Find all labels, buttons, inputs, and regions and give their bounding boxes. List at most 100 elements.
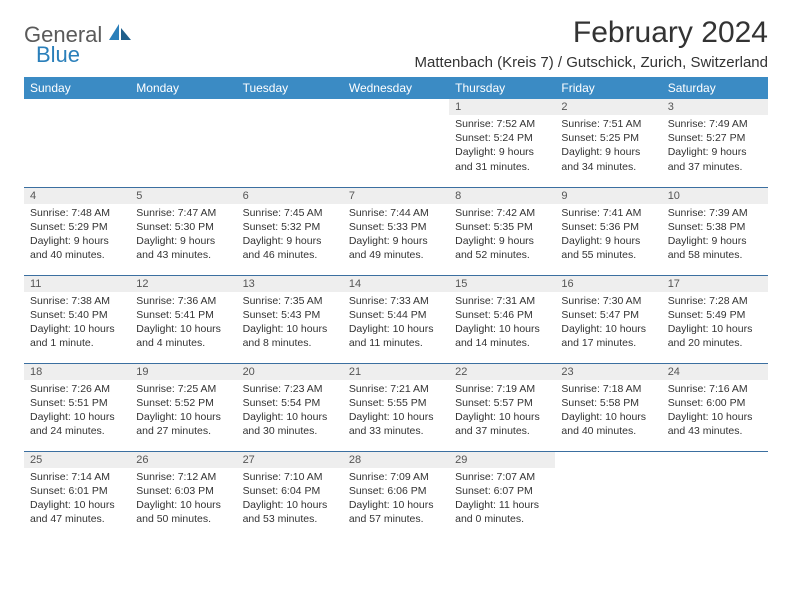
calendar-row: 25Sunrise: 7:14 AMSunset: 6:01 PMDayligh… xyxy=(24,451,768,539)
day-number: 29 xyxy=(449,452,555,468)
calendar-cell: 19Sunrise: 7:25 AMSunset: 5:52 PMDayligh… xyxy=(130,363,236,451)
calendar-cell: 2Sunrise: 7:51 AMSunset: 5:25 PMDaylight… xyxy=(555,99,661,187)
sunrise-text: Sunrise: 7:49 AM xyxy=(668,117,762,131)
sunset-text: Sunset: 5:30 PM xyxy=(136,220,230,234)
sunrise-text: Sunrise: 7:31 AM xyxy=(455,294,549,308)
daylight-text: Daylight: 10 hours and 11 minutes. xyxy=(349,322,443,350)
calendar-cell: 12Sunrise: 7:36 AMSunset: 5:41 PMDayligh… xyxy=(130,275,236,363)
day-number: 5 xyxy=(130,188,236,204)
calendar-cell xyxy=(555,451,661,539)
header: General Blue February 2024 Mattenbach (K… xyxy=(24,16,768,71)
sunrise-text: Sunrise: 7:07 AM xyxy=(455,470,549,484)
day-number xyxy=(24,99,130,103)
daylight-text: Daylight: 10 hours and 43 minutes. xyxy=(668,410,762,438)
calendar-cell: 18Sunrise: 7:26 AMSunset: 5:51 PMDayligh… xyxy=(24,363,130,451)
calendar-cell: 4Sunrise: 7:48 AMSunset: 5:29 PMDaylight… xyxy=(24,187,130,275)
calendar-body: 1Sunrise: 7:52 AMSunset: 5:24 PMDaylight… xyxy=(24,99,768,539)
day-content: Sunrise: 7:49 AMSunset: 5:27 PMDaylight:… xyxy=(662,115,768,178)
day-number: 1 xyxy=(449,99,555,115)
daylight-text: Daylight: 10 hours and 8 minutes. xyxy=(243,322,337,350)
sunset-text: Sunset: 5:25 PM xyxy=(561,131,655,145)
calendar-cell: 8Sunrise: 7:42 AMSunset: 5:35 PMDaylight… xyxy=(449,187,555,275)
day-number xyxy=(662,452,768,456)
day-content: Sunrise: 7:19 AMSunset: 5:57 PMDaylight:… xyxy=(449,380,555,443)
day-number: 3 xyxy=(662,99,768,115)
calendar-cell: 17Sunrise: 7:28 AMSunset: 5:49 PMDayligh… xyxy=(662,275,768,363)
calendar-cell: 21Sunrise: 7:21 AMSunset: 5:55 PMDayligh… xyxy=(343,363,449,451)
sunrise-text: Sunrise: 7:36 AM xyxy=(136,294,230,308)
sunset-text: Sunset: 5:46 PM xyxy=(455,308,549,322)
day-content: Sunrise: 7:52 AMSunset: 5:24 PMDaylight:… xyxy=(449,115,555,178)
day-content: Sunrise: 7:30 AMSunset: 5:47 PMDaylight:… xyxy=(555,292,661,355)
sunset-text: Sunset: 5:52 PM xyxy=(136,396,230,410)
day-number: 11 xyxy=(24,276,130,292)
calendar-cell: 23Sunrise: 7:18 AMSunset: 5:58 PMDayligh… xyxy=(555,363,661,451)
day-number: 25 xyxy=(24,452,130,468)
sunrise-text: Sunrise: 7:26 AM xyxy=(30,382,124,396)
calendar-cell xyxy=(24,99,130,187)
day-number: 16 xyxy=(555,276,661,292)
sunset-text: Sunset: 6:01 PM xyxy=(30,484,124,498)
sunset-text: Sunset: 5:33 PM xyxy=(349,220,443,234)
day-content: Sunrise: 7:33 AMSunset: 5:44 PMDaylight:… xyxy=(343,292,449,355)
daylight-text: Daylight: 10 hours and 53 minutes. xyxy=(243,498,337,526)
col-header: Monday xyxy=(130,77,236,99)
day-number xyxy=(237,99,343,103)
sunrise-text: Sunrise: 7:45 AM xyxy=(243,206,337,220)
day-content: Sunrise: 7:47 AMSunset: 5:30 PMDaylight:… xyxy=(130,204,236,267)
sunrise-text: Sunrise: 7:33 AM xyxy=(349,294,443,308)
daylight-text: Daylight: 10 hours and 40 minutes. xyxy=(561,410,655,438)
calendar-cell: 1Sunrise: 7:52 AMSunset: 5:24 PMDaylight… xyxy=(449,99,555,187)
day-content: Sunrise: 7:41 AMSunset: 5:36 PMDaylight:… xyxy=(555,204,661,267)
sunset-text: Sunset: 6:06 PM xyxy=(349,484,443,498)
sunset-text: Sunset: 5:57 PM xyxy=(455,396,549,410)
day-number: 24 xyxy=(662,364,768,380)
day-content: Sunrise: 7:25 AMSunset: 5:52 PMDaylight:… xyxy=(130,380,236,443)
day-number: 15 xyxy=(449,276,555,292)
sunset-text: Sunset: 5:35 PM xyxy=(455,220,549,234)
location-subtitle: Mattenbach (Kreis 7) / Gutschick, Zurich… xyxy=(415,54,768,71)
daylight-text: Daylight: 9 hours and 31 minutes. xyxy=(455,145,549,173)
day-number: 10 xyxy=(662,188,768,204)
calendar-table: Sunday Monday Tuesday Wednesday Thursday… xyxy=(24,77,768,539)
calendar-cell: 9Sunrise: 7:41 AMSunset: 5:36 PMDaylight… xyxy=(555,187,661,275)
daylight-text: Daylight: 9 hours and 55 minutes. xyxy=(561,234,655,262)
calendar-cell: 13Sunrise: 7:35 AMSunset: 5:43 PMDayligh… xyxy=(237,275,343,363)
day-number: 8 xyxy=(449,188,555,204)
daylight-text: Daylight: 10 hours and 27 minutes. xyxy=(136,410,230,438)
sunset-text: Sunset: 5:32 PM xyxy=(243,220,337,234)
brand-logo: General Blue xyxy=(24,22,133,68)
day-content: Sunrise: 7:42 AMSunset: 5:35 PMDaylight:… xyxy=(449,204,555,267)
day-number xyxy=(130,99,236,103)
sunset-text: Sunset: 5:54 PM xyxy=(243,396,337,410)
sunrise-text: Sunrise: 7:38 AM xyxy=(30,294,124,308)
sunset-text: Sunset: 5:51 PM xyxy=(30,396,124,410)
calendar-cell: 16Sunrise: 7:30 AMSunset: 5:47 PMDayligh… xyxy=(555,275,661,363)
day-content: Sunrise: 7:12 AMSunset: 6:03 PMDaylight:… xyxy=(130,468,236,531)
day-content: Sunrise: 7:51 AMSunset: 5:25 PMDaylight:… xyxy=(555,115,661,178)
daylight-text: Daylight: 9 hours and 46 minutes. xyxy=(243,234,337,262)
calendar-cell: 15Sunrise: 7:31 AMSunset: 5:46 PMDayligh… xyxy=(449,275,555,363)
daylight-text: Daylight: 10 hours and 47 minutes. xyxy=(30,498,124,526)
calendar-cell: 11Sunrise: 7:38 AMSunset: 5:40 PMDayligh… xyxy=(24,275,130,363)
sunrise-text: Sunrise: 7:19 AM xyxy=(455,382,549,396)
sunset-text: Sunset: 6:04 PM xyxy=(243,484,337,498)
calendar-cell: 6Sunrise: 7:45 AMSunset: 5:32 PMDaylight… xyxy=(237,187,343,275)
calendar-cell: 29Sunrise: 7:07 AMSunset: 6:07 PMDayligh… xyxy=(449,451,555,539)
daylight-text: Daylight: 10 hours and 33 minutes. xyxy=(349,410,443,438)
day-number: 17 xyxy=(662,276,768,292)
daylight-text: Daylight: 10 hours and 37 minutes. xyxy=(455,410,549,438)
sunset-text: Sunset: 6:03 PM xyxy=(136,484,230,498)
day-number: 12 xyxy=(130,276,236,292)
day-content: Sunrise: 7:48 AMSunset: 5:29 PMDaylight:… xyxy=(24,204,130,267)
daylight-text: Daylight: 9 hours and 58 minutes. xyxy=(668,234,762,262)
sunrise-text: Sunrise: 7:39 AM xyxy=(668,206,762,220)
sunrise-text: Sunrise: 7:47 AM xyxy=(136,206,230,220)
calendar-cell: 24Sunrise: 7:16 AMSunset: 6:00 PMDayligh… xyxy=(662,363,768,451)
calendar-cell: 3Sunrise: 7:49 AMSunset: 5:27 PMDaylight… xyxy=(662,99,768,187)
day-number: 21 xyxy=(343,364,449,380)
daylight-text: Daylight: 10 hours and 57 minutes. xyxy=(349,498,443,526)
title-block: February 2024 Mattenbach (Kreis 7) / Gut… xyxy=(415,16,768,71)
sunrise-text: Sunrise: 7:21 AM xyxy=(349,382,443,396)
calendar-cell xyxy=(130,99,236,187)
